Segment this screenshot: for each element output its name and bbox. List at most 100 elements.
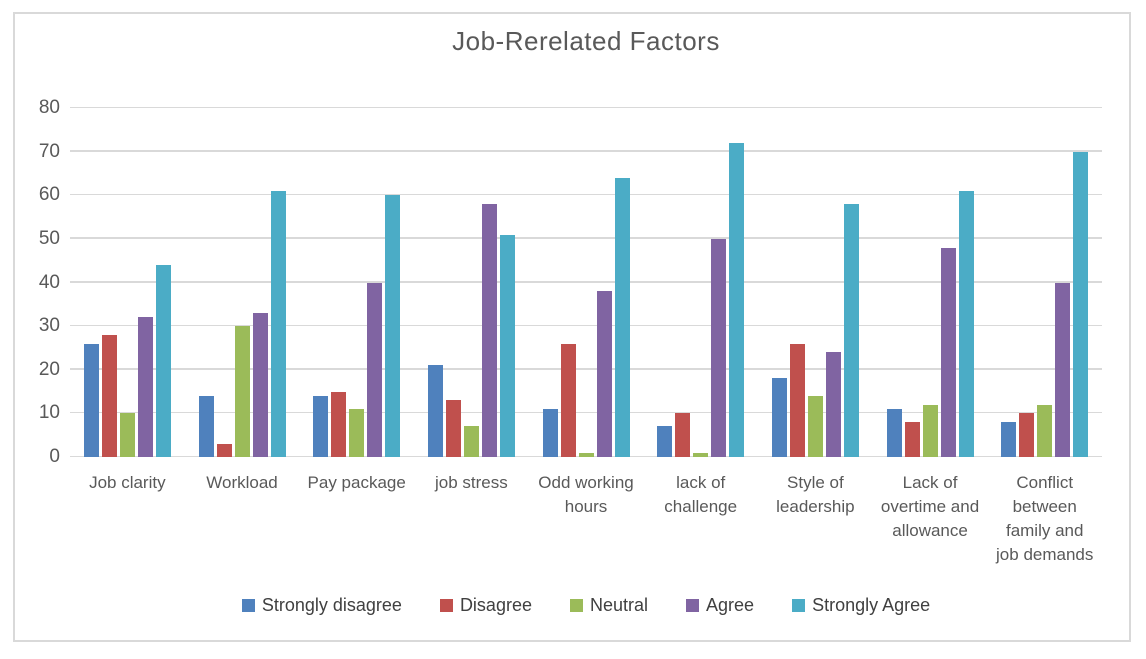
- bar-group-pay-package: [299, 108, 414, 457]
- bar-neutral-pay-package: [349, 409, 365, 457]
- bar-strongly-agree-pay-package: [385, 195, 401, 457]
- bar-agree-lack-of-overtime-and-allowance: [940, 247, 956, 457]
- y-tick-label-50: 50: [38, 227, 60, 249]
- bar-agree-style-of-leadership: [825, 352, 841, 457]
- legend-label-agree: Agree: [706, 595, 755, 615]
- legend-item-strongly-agree: Strongly Agree: [792, 595, 930, 616]
- bar-disagree-workload: [216, 443, 232, 457]
- bar-strongly-agree-conflict-between-family-and-job-demands: [1073, 151, 1089, 457]
- bar-disagree-lack-of-challenge: [675, 413, 691, 457]
- bar-disagree-job-stress: [445, 400, 461, 457]
- bar-agree-workload: [252, 313, 268, 457]
- bar-strongly-agree-lack-of-challenge: [729, 142, 745, 457]
- bar-strongly-disagree-lack-of-overtime-and-allowance: [886, 409, 902, 457]
- bar-strongly-agree-style-of-leadership: [843, 203, 859, 457]
- gridline-30: [70, 324, 1102, 327]
- bar-strongly-agree-lack-of-overtime-and-allowance: [958, 190, 974, 457]
- bar-strongly-disagree-odd-working-hours: [542, 409, 558, 457]
- bar-agree-job-stress: [481, 203, 497, 457]
- bar-neutral-lack-of-challenge: [693, 452, 709, 457]
- y-tick-label-40: 40: [38, 271, 60, 293]
- x-tick-label-job-stress: job stress: [434, 473, 508, 492]
- bar-disagree-conflict-between-family-and-job-demands: [1019, 413, 1035, 457]
- bar-strongly-disagree-conflict-between-family-and-job-demands: [1001, 422, 1017, 457]
- bar-disagree-job-clarity: [101, 334, 117, 457]
- x-tick-label-lack-of-overtime-and-allowance: Lack of overtime and allowance: [880, 473, 980, 541]
- bar-group-lack-of-overtime-and-allowance: [873, 108, 988, 457]
- legend-swatch-icon-neutral: [569, 599, 583, 612]
- bar-strongly-agree-odd-working-hours: [614, 177, 630, 457]
- y-tick-label-20: 20: [38, 358, 60, 380]
- legend-item-neutral: Neutral: [569, 595, 649, 616]
- plot-area: [70, 106, 1102, 457]
- x-tick-label-pay-package: Pay package: [307, 473, 406, 492]
- y-tick-label-0: 0: [49, 446, 60, 467]
- bar-neutral-workload: [234, 326, 250, 457]
- bar-strongly-disagree-style-of-leadership: [771, 378, 787, 457]
- bar-disagree-pay-package: [331, 391, 347, 457]
- bar-strongly-agree-job-clarity: [155, 265, 171, 457]
- legend-item-agree: Agree: [686, 595, 754, 616]
- legend-swatch-icon-disagree: [439, 599, 453, 612]
- x-tick-label-workload: Workload: [206, 473, 278, 492]
- x-tick-label-conflict-between-family-and-job-demands: Conflict between family and job demands: [996, 473, 1094, 565]
- legend-label-strongly-disagree: Strongly disagree: [261, 595, 402, 615]
- legend-swatch-icon-agree: [686, 599, 700, 612]
- legend-swatch-icon-strongly-agree: [792, 599, 806, 612]
- bar-group-job-clarity: [70, 108, 185, 457]
- legend-item-strongly-disagree: Strongly disagree: [241, 595, 402, 616]
- bar-agree-odd-working-hours: [596, 291, 612, 457]
- legend: Strongly disagree Disagree Neutral Agree Str…: [70, 595, 1102, 616]
- legend-item-disagree: Disagree: [439, 595, 532, 616]
- legend-label-strongly-agree: Strongly Agree: [812, 595, 931, 615]
- bar-disagree-lack-of-overtime-and-allowance: [904, 422, 920, 457]
- bar-strongly-disagree-job-stress: [427, 365, 443, 457]
- gridline-70: [70, 150, 1102, 152]
- y-tick-label-80: 80: [38, 97, 60, 118]
- bar-agree-job-clarity: [137, 317, 153, 457]
- bar-group-job-stress: [414, 108, 529, 457]
- x-tick-label-lack-of-challenge: lack of challenge: [664, 473, 738, 517]
- bar-group-lack-of-challenge: [643, 108, 758, 457]
- bar-agree-pay-package: [367, 282, 383, 457]
- bar-neutral-odd-working-hours: [578, 452, 594, 457]
- gridline-50: [70, 237, 1102, 239]
- bar-group-conflict-between-family-and-job-demands: [987, 108, 1102, 457]
- bar-disagree-style-of-leadership: [789, 343, 805, 457]
- gridline-20: [70, 368, 1102, 370]
- bar-strongly-disagree-lack-of-challenge: [657, 426, 673, 457]
- bar-neutral-job-clarity: [119, 413, 135, 457]
- bar-neutral-conflict-between-family-and-job-demands: [1037, 404, 1053, 457]
- gridline-60: [70, 193, 1102, 196]
- y-tick-label-70: 70: [38, 140, 60, 162]
- bar-group-workload: [185, 108, 300, 457]
- y-tick-label-10: 10: [38, 402, 60, 424]
- bar-strongly-agree-workload: [270, 190, 286, 457]
- bar-agree-lack-of-challenge: [711, 238, 727, 457]
- legend-swatch-icon-strongly-disagree: [241, 599, 255, 612]
- bar-strongly-disagree-pay-package: [313, 395, 329, 457]
- y-tick-label-60: 60: [38, 184, 60, 206]
- bar-group-odd-working-hours: [529, 108, 644, 457]
- bar-agree-conflict-between-family-and-job-demands: [1055, 282, 1071, 457]
- x-tick-label-style-of-leadership: Style of leadership: [776, 473, 855, 517]
- legend-label-disagree: Disagree: [459, 595, 532, 615]
- chart-title: Job-Rerelated Factors: [452, 26, 720, 56]
- bar-disagree-odd-working-hours: [560, 343, 576, 457]
- bar-strongly-disagree-workload: [198, 395, 214, 457]
- bar-neutral-job-stress: [463, 426, 479, 457]
- legend-label-neutral: Neutral: [589, 595, 649, 615]
- y-tick-label-30: 30: [38, 315, 60, 337]
- bar-strongly-agree-job-stress: [499, 234, 515, 457]
- x-tick-label-job-clarity: Job clarity: [89, 473, 166, 492]
- gridline-40: [70, 281, 1102, 283]
- bar-neutral-lack-of-overtime-and-allowance: [922, 404, 938, 457]
- x-tick-label-odd-working-hours: Odd working hours: [538, 473, 634, 517]
- gridline-80: [70, 106, 1102, 108]
- bar-group-style-of-leadership: [758, 108, 873, 457]
- y-axis: 0 10 20 30 40 50 60 70 80: [16, 97, 60, 467]
- x-axis: Job clarity Workload Pay package job stress…: [70, 471, 1102, 568]
- bar-neutral-style-of-leadership: [807, 395, 823, 457]
- bar-strongly-disagree-job-clarity: [83, 343, 99, 457]
- gridline-10: [70, 411, 1102, 414]
